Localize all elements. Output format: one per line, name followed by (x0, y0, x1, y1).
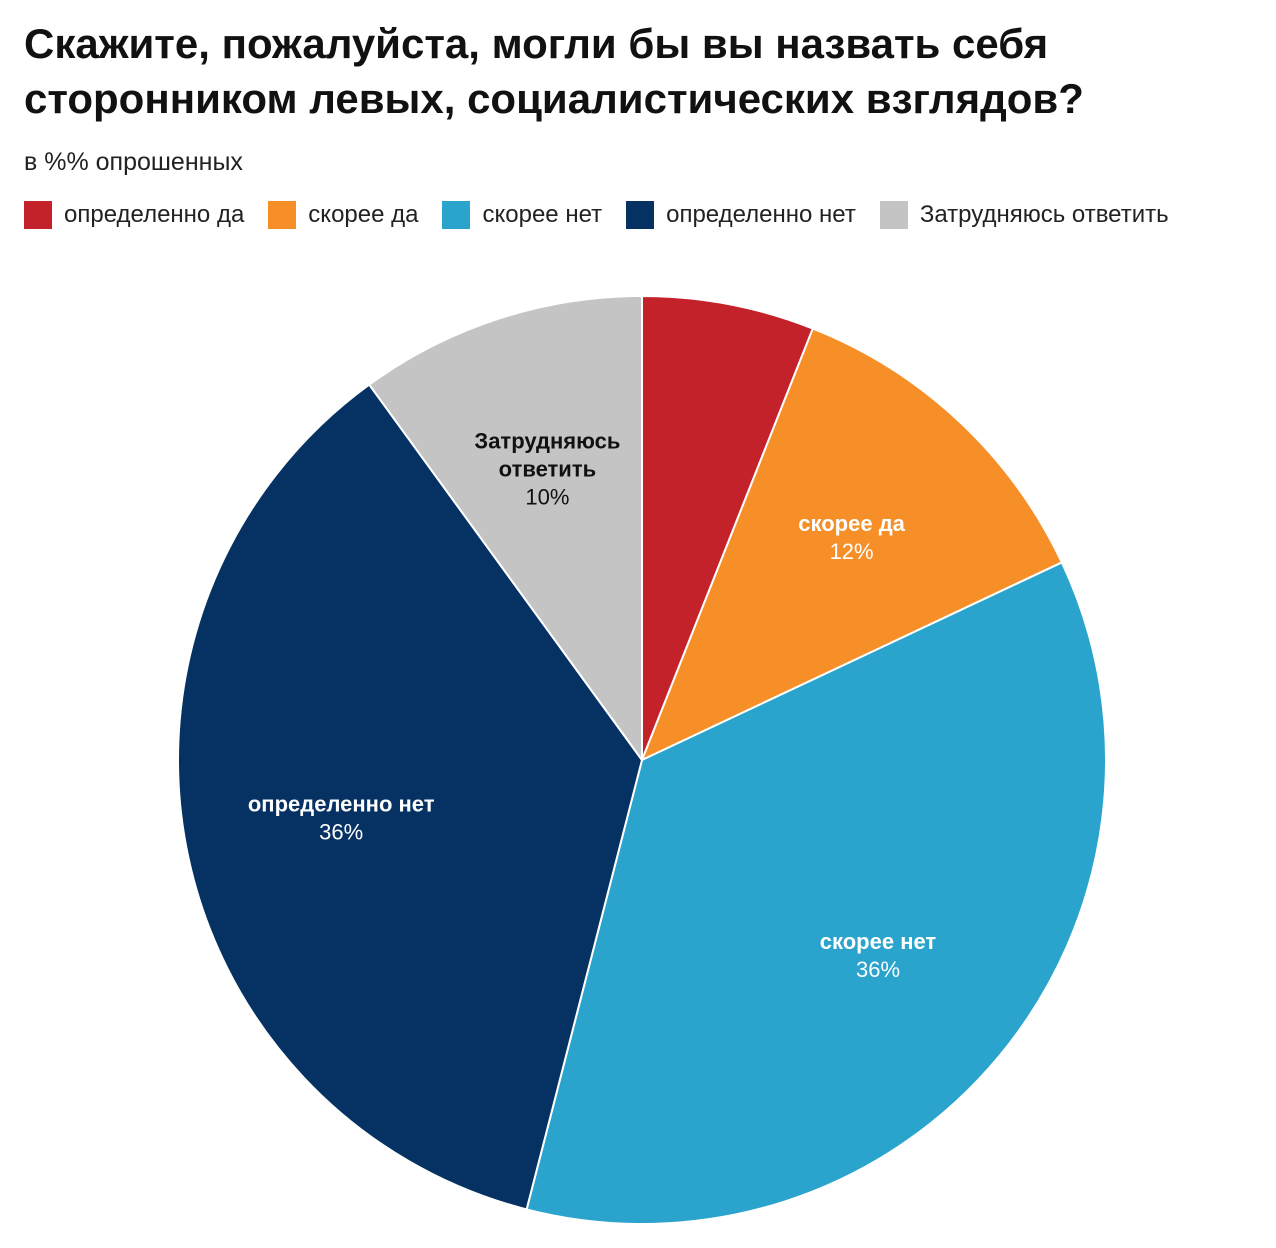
slice-label-rather-yes-value: 12% (830, 539, 874, 564)
slice-label-hard-to-say-name-1: ответить (499, 457, 596, 482)
legend-label-rather-no: скорее нет (482, 201, 603, 228)
pie-labels: скорее да 12% скорее нет 36% определенно нет… (248, 429, 937, 983)
legend-swatch-definitely-yes (24, 201, 52, 229)
pie-slice-hard-to-say (368, 295, 643, 761)
legend-item-rather-yes: скорее да (268, 200, 418, 230)
slice-label-definitely-no-name-0: определенно нет (248, 791, 435, 816)
legend-label-rather-yes: скорее да (308, 201, 419, 228)
legend-item-definitely-no: определенно нет (626, 200, 856, 230)
pie-slice-definitely-no (177, 383, 643, 1211)
slice-label-definitely-no-value: 36% (319, 819, 363, 844)
legend-item-hard-to-say: Затрудняюсь ответить (879, 200, 1169, 230)
legend-item-definitely-yes: определенно да (24, 200, 244, 230)
chart-legend: определенно да скорее да скорее нет опре… (24, 198, 1193, 232)
slice-label-hard-to-say-name-0: Затрудняюсь (474, 429, 620, 454)
slice-label-rather-no-name-0: скорее нет (820, 929, 937, 954)
legend-item-rather-no: скорее нет (442, 200, 602, 230)
legend-swatch-rather-yes (268, 201, 297, 229)
pie-slice-definitely-yes (641, 295, 814, 761)
slice-label-hard-to-say-value: 10% (525, 485, 569, 510)
legend-swatch-hard-to-say (879, 201, 908, 229)
pie-slice-rather-yes (641, 327, 1063, 761)
slice-label-rather-no-value: 36% (856, 957, 900, 982)
legend-swatch-rather-no (442, 201, 471, 229)
legend-label-definitely-yes: определенно да (64, 201, 245, 228)
pie-slice-rather-no (525, 561, 1107, 1225)
legend-swatch-definitely-no (626, 201, 655, 229)
chart-title: Скажите, пожалуйста, могли бы вы назвать… (24, 20, 1084, 122)
slice-label-rather-yes-name-0: скорее да (798, 511, 905, 536)
legend-label-definitely-no: определенно нет (666, 201, 856, 228)
legend-label-hard-to-say: Затрудняюсь ответить (919, 201, 1169, 228)
pie-slices (177, 295, 1107, 1225)
chart-subtitle: в %% опрошенных (24, 148, 243, 176)
